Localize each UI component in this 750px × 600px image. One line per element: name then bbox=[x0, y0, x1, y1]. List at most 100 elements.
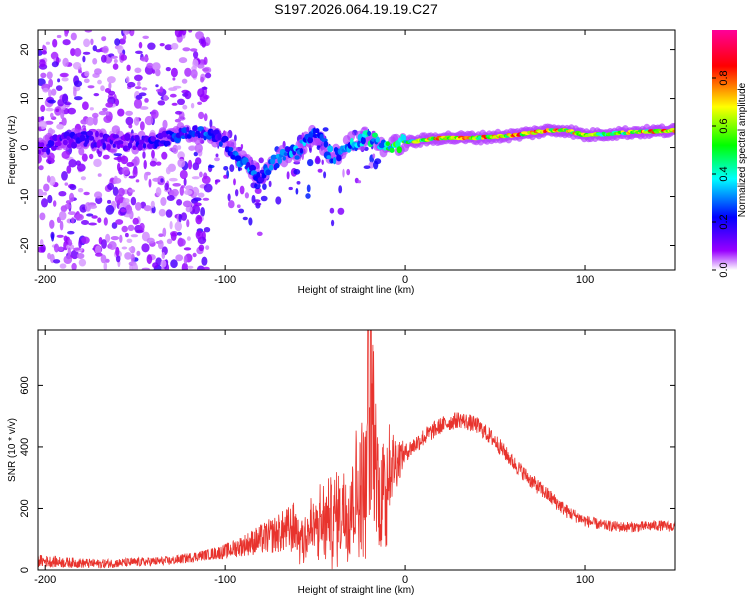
spectrogram-ridge-core bbox=[269, 164, 274, 171]
spectrogram-scatter-blob bbox=[275, 196, 282, 205]
spectrogram-noise-blob bbox=[58, 211, 67, 221]
spectrogram-noise-blob bbox=[160, 197, 167, 206]
spectrogram-noise-blob bbox=[111, 55, 118, 59]
spectrogram-noise-blob bbox=[67, 247, 72, 257]
spectrogram-noise-blob bbox=[76, 253, 85, 259]
spectrogram-noise-blob bbox=[108, 82, 112, 90]
spectrogram-noise-blob bbox=[193, 51, 199, 59]
spectrogram-noise-blob bbox=[120, 155, 129, 165]
spectrogram-noise-blob bbox=[110, 236, 120, 241]
spectrogram-ridge-core bbox=[112, 143, 116, 148]
spectrogram-noise-blob bbox=[177, 158, 186, 168]
colorbar-tick-label: 0.2 bbox=[718, 214, 730, 229]
spectrogram-ridge-core bbox=[119, 144, 124, 148]
spectrogram-noise-blob bbox=[90, 38, 94, 45]
y-tick-label: 600 bbox=[19, 376, 31, 394]
spectrogram-noise-blob bbox=[166, 195, 175, 201]
spectrogram-noise-blob bbox=[74, 213, 84, 221]
spectrogram-noise-blob bbox=[44, 120, 54, 125]
spectrogram-noise-blob bbox=[43, 183, 50, 192]
spectrogram-noise-blob bbox=[59, 220, 64, 231]
spectrogram-noise-blob bbox=[62, 93, 69, 104]
spectrogram-scatter-blob bbox=[286, 171, 290, 180]
spectrogram-ridge-core bbox=[40, 142, 45, 147]
spectrogram-noise-blob bbox=[92, 45, 98, 52]
spectrogram-scatter-blob bbox=[233, 178, 236, 186]
spectrogram-scatter-blob bbox=[268, 180, 272, 188]
spectrogram-ridge-core bbox=[274, 162, 280, 169]
spectrogram-noise-blob bbox=[199, 171, 203, 178]
spectrogram-noise-blob bbox=[55, 108, 60, 113]
spectrogram-scatter-blob bbox=[214, 157, 220, 162]
x-tick-label: -200 bbox=[34, 574, 56, 586]
spectrogram-noise-blob bbox=[94, 68, 102, 75]
spectrogram-ridge-core bbox=[116, 140, 124, 146]
spectrogram-noise-blob bbox=[188, 145, 197, 151]
spectrogram-noise-blob bbox=[103, 261, 108, 270]
spectrogram-scatter-blob bbox=[223, 174, 228, 179]
spectrogram-noise-blob bbox=[144, 115, 154, 126]
spectrogram-scatter-blob bbox=[254, 187, 262, 194]
spectrogram-noise-blob bbox=[62, 39, 71, 46]
spectrogram-noise-blob bbox=[128, 175, 136, 179]
spectrogram-noise-blob bbox=[56, 123, 64, 130]
spectrogram-noise-blob bbox=[200, 207, 206, 217]
spectrogram-ridge-core bbox=[95, 130, 99, 138]
spectrogram-noise-blob bbox=[112, 186, 119, 196]
spectrogram-noise-blob bbox=[129, 30, 135, 37]
spectrogram-noise-blob bbox=[122, 198, 130, 204]
spectrogram-noise-blob bbox=[102, 154, 110, 160]
spectrogram-noise-blob bbox=[130, 196, 137, 206]
spectrogram-noise-blob bbox=[78, 239, 82, 249]
spectrogram-noise-blob bbox=[178, 213, 182, 223]
spectrogram-noise-blob bbox=[108, 90, 116, 96]
colorbar-ticks: 0.0 0.2 0.4 0.6 0.8 bbox=[712, 70, 730, 278]
y-tick-label: 10 bbox=[19, 92, 31, 104]
spectrogram-noise-blob bbox=[177, 98, 185, 106]
spectrogram-noise-blob bbox=[134, 86, 142, 90]
spectrogram-ridge-core bbox=[106, 143, 111, 151]
spectrogram-noise-blob bbox=[197, 192, 205, 198]
spectrogram-noise-blob bbox=[181, 78, 188, 84]
snr-y-axis-label: SNR (10 * v/v) bbox=[7, 418, 18, 482]
spectrogram-noise-blob bbox=[103, 217, 108, 226]
spectrogram-noise-blob bbox=[59, 263, 67, 269]
spectrogram-noise-blob bbox=[176, 145, 182, 150]
spectrogram-noise-blob bbox=[174, 221, 182, 232]
spectrogram-ridge-core bbox=[270, 154, 278, 160]
spectrogram-noise-blob bbox=[115, 219, 124, 225]
spectrogram-noise-blob bbox=[164, 44, 173, 51]
spectrogram-scatter-blob bbox=[363, 165, 371, 169]
colorbar-gradient bbox=[712, 30, 737, 270]
spectrogram-noise-blob bbox=[114, 194, 124, 204]
spectrogram-noise-blob bbox=[113, 153, 123, 157]
spectrogram-noise-blob bbox=[120, 208, 127, 213]
spectrogram-noise-blob bbox=[127, 224, 135, 232]
spectrogram-scatter-blob bbox=[306, 184, 311, 193]
y-tick-label: -20 bbox=[19, 238, 31, 254]
spectrogram-ridge-core bbox=[672, 129, 675, 133]
spectrogram-noise-blob bbox=[143, 159, 147, 170]
x-tick-label: -100 bbox=[214, 574, 236, 586]
spectrogram-noise-blob bbox=[74, 47, 82, 57]
colorbar-tick-label: 0.6 bbox=[718, 118, 730, 133]
spectrogram-noise-blob bbox=[185, 205, 193, 213]
spectrogram-noise-blob bbox=[197, 265, 205, 270]
spectrogram-y-ticks: 20 10 0 -10 -20 bbox=[19, 43, 675, 253]
spectrogram-ridge-core bbox=[367, 130, 372, 136]
spectrogram-noise-blob bbox=[178, 57, 188, 64]
spectrogram-noise-blob bbox=[93, 93, 100, 97]
spectrogram-ridge-core bbox=[146, 143, 154, 149]
spectrogram-ridge-core bbox=[221, 135, 229, 142]
spectrogram-noise-blob bbox=[107, 76, 116, 84]
spectrogram-noise-blob bbox=[171, 102, 178, 106]
spectrogram-noise-blob bbox=[112, 63, 119, 70]
spectrogram-noise-blob bbox=[56, 34, 62, 39]
spectrogram-ridge-core bbox=[71, 141, 77, 149]
spectrogram-noise-blob bbox=[49, 219, 55, 229]
spectrogram-ridge-core bbox=[336, 154, 342, 162]
spectrogram-noise-blob bbox=[187, 265, 194, 269]
spectrogram-scatter-blob bbox=[254, 202, 262, 206]
spectrogram-noise-blob bbox=[102, 107, 108, 112]
spectrogram-ridge-core bbox=[84, 137, 90, 145]
